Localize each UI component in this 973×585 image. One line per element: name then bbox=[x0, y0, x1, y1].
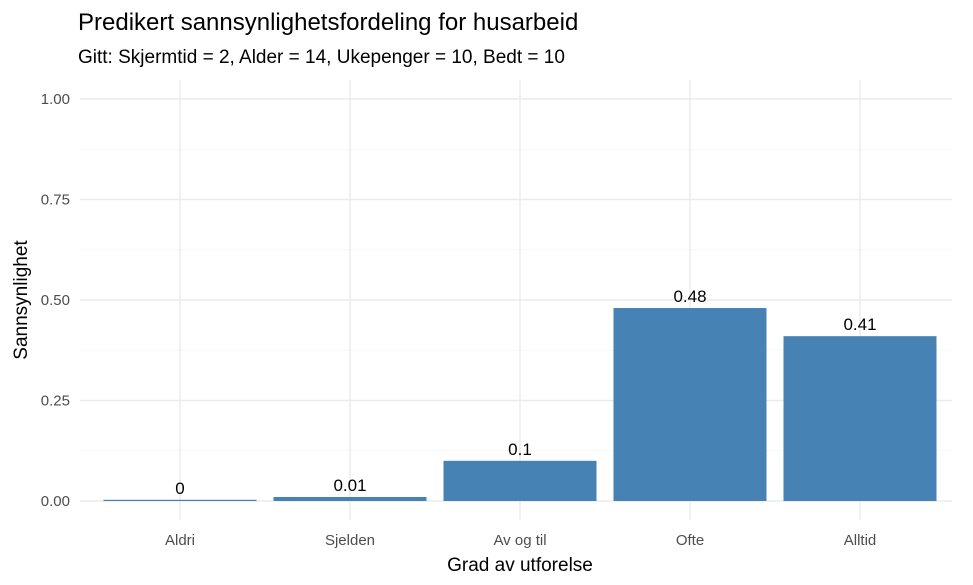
bar-value-label: 0 bbox=[175, 479, 184, 498]
bar-value-label: 0.48 bbox=[673, 287, 706, 306]
x-tick-label: Av og til bbox=[493, 532, 546, 549]
y-tick-label: 0.50 bbox=[41, 292, 70, 309]
x-tick-label: Ofte bbox=[676, 532, 704, 549]
bar-value-label: 0.01 bbox=[333, 476, 366, 495]
x-tick-label: Alltid bbox=[844, 532, 877, 549]
bar-labels: 0 0.01 0.1 0.48 0.41 bbox=[175, 287, 876, 498]
chart-subtitle: Gitt: Skjermtid = 2, Alder = 14, Ukepeng… bbox=[78, 47, 565, 68]
bar bbox=[273, 496, 427, 501]
x-axis-ticks: Aldri Sjelden Av og til Ofte Alltid bbox=[165, 532, 876, 549]
y-axis-label: Sannsynlighet bbox=[11, 240, 32, 360]
y-axis-ticks: 0.00 0.25 0.50 0.75 1.00 bbox=[41, 91, 70, 510]
bars bbox=[103, 308, 937, 501]
bar-value-label: 0.41 bbox=[843, 315, 876, 334]
x-axis-label: Grad av utforelse bbox=[447, 555, 593, 576]
bar bbox=[103, 499, 257, 501]
x-tick-label: Aldri bbox=[165, 532, 195, 549]
bar bbox=[783, 336, 937, 501]
bar-value-label: 0.1 bbox=[508, 440, 532, 459]
y-tick-label: 1.00 bbox=[41, 91, 70, 108]
bar bbox=[443, 460, 597, 501]
x-tick-label: Sjelden bbox=[325, 532, 375, 549]
y-tick-label: 0.25 bbox=[41, 393, 70, 410]
bar bbox=[613, 308, 767, 501]
y-tick-label: 0.75 bbox=[41, 192, 70, 209]
chart-title: Predikert sannsynlighetsfordeling for hu… bbox=[78, 9, 578, 36]
y-tick-label: 0.00 bbox=[41, 493, 70, 510]
